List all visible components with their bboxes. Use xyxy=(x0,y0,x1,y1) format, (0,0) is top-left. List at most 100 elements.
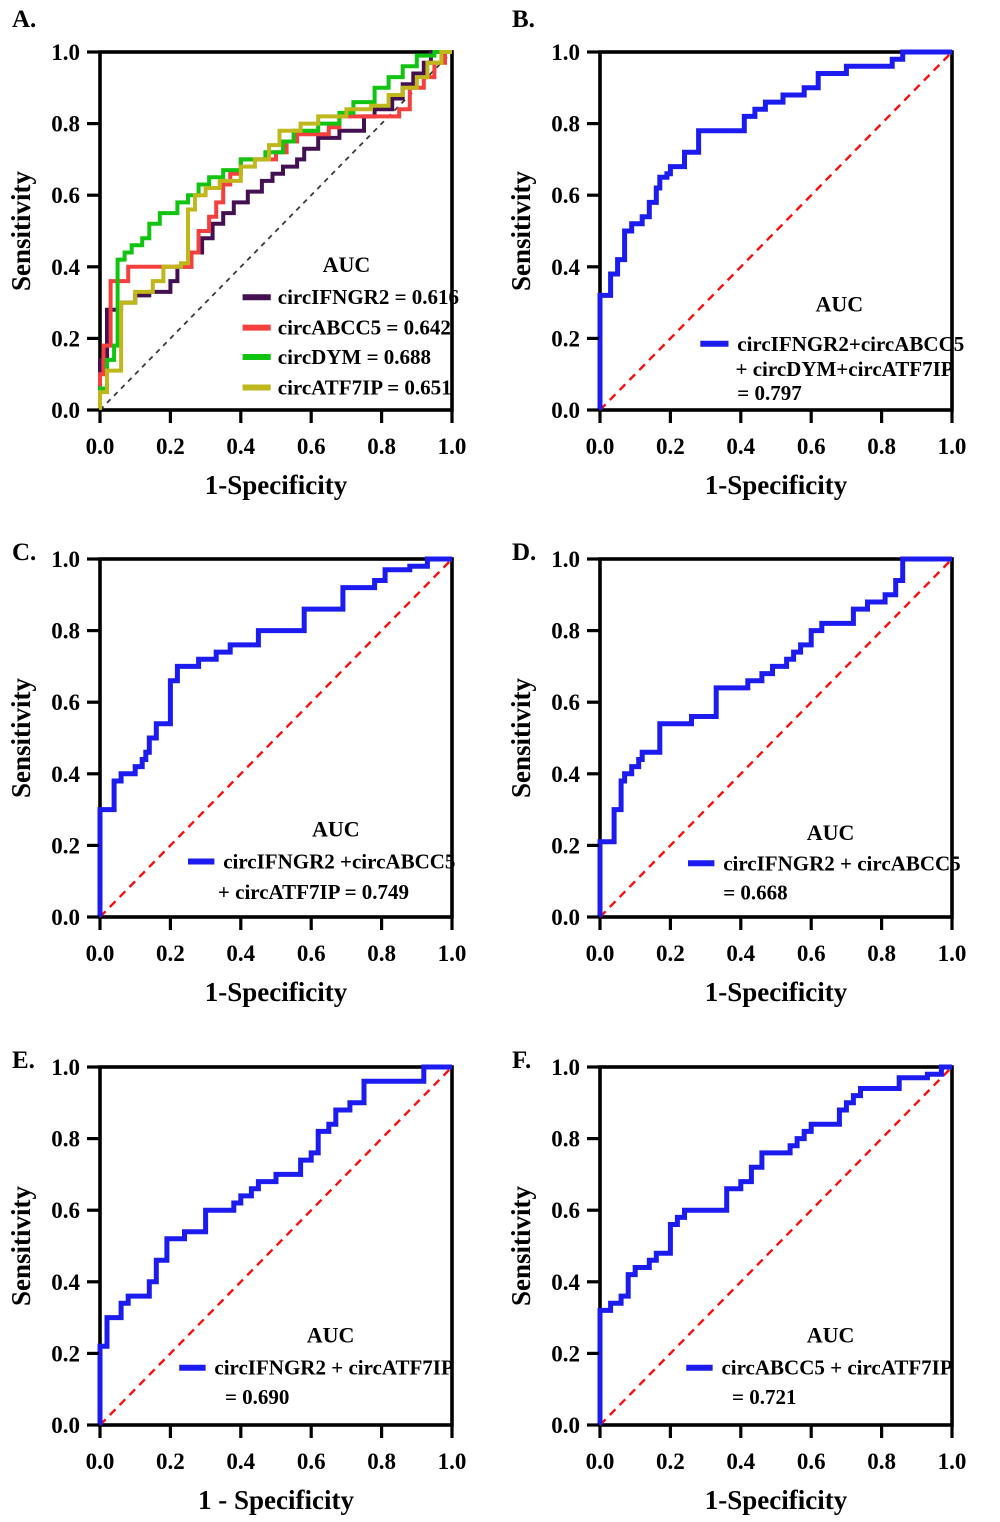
x-axis-title: 1-Specificity xyxy=(705,1485,848,1515)
panel-letter-d: D. xyxy=(512,539,537,566)
y-tick-label: 0.6 xyxy=(551,183,580,208)
roc-panel-b: B. 0.0 0.2 0.4 0.6 0.8 1.0 0.0 0.2 0.4 0.6 0.8 1.0 1… xyxy=(500,0,1000,507)
y-tick-label: 0.2 xyxy=(551,326,580,351)
legend-entry-label: circDYM = 0.688 xyxy=(278,345,431,369)
x-tick-label: 0.6 xyxy=(797,434,826,459)
legend-entry-label: circATF7IP = 0.651 xyxy=(278,375,452,399)
x-tick-label: 0.4 xyxy=(726,1449,755,1474)
roc-chart-a: 0.0 0.2 0.4 0.6 0.8 1.0 0.0 0.2 0.4 0.6 0.8 1.0 1-Sp… xyxy=(6,40,466,500)
x-tick-label: 0.2 xyxy=(656,1449,685,1474)
x-tick-label: 0.2 xyxy=(156,941,185,966)
y-axis-title: Sensitivity xyxy=(6,677,36,798)
x-axis-title: 1-Specificity xyxy=(205,470,348,500)
y-tick-label: 1.0 xyxy=(51,1055,80,1080)
x-tick-label: 0.8 xyxy=(367,1449,396,1474)
x-tick-label: 1.0 xyxy=(938,434,967,459)
roc-chart-e: 0.0 0.2 0.4 0.6 0.8 1.0 0.0 0.2 0.4 0.6 0.8 1.0 1 - … xyxy=(6,1055,466,1515)
legend-title: AUC xyxy=(807,820,855,845)
y-tick-label: 1.0 xyxy=(51,547,80,572)
y-tick-label: 0.8 xyxy=(551,619,580,644)
legend-entry-label: + circDYM+circATF7IP xyxy=(736,357,954,381)
legend-title: AUC xyxy=(807,1323,855,1348)
roc-panel-d: D. 0.0 0.2 0.4 0.6 0.8 1.0 0.0 0.2 0.4 0.6 0.8 1.0 1… xyxy=(500,507,1000,1015)
y-tick-label: 0.8 xyxy=(551,112,580,137)
roc-chart-f: 0.0 0.2 0.4 0.6 0.8 1.0 0.0 0.2 0.4 0.6 0.8 1.0 1-Sp… xyxy=(506,1055,966,1515)
y-tick-label: 0.4 xyxy=(551,255,580,280)
x-tick-label: 0.2 xyxy=(156,1449,185,1474)
roc-curve-circIFNGR2+circABCC5+circDYM+circATF7IP xyxy=(597,49,952,410)
x-tick-label: 0.8 xyxy=(367,434,396,459)
y-tick-label: 0.6 xyxy=(51,1198,80,1223)
y-axis-title: Sensitivity xyxy=(6,170,36,291)
legend-entry-label: circIFNGR2+circABCC5 xyxy=(737,332,964,356)
x-tick-label: 0.0 xyxy=(86,434,115,459)
y-tick-label: 0.2 xyxy=(551,833,580,858)
panel-letter-a: A. xyxy=(12,6,37,33)
x-axis-title: 1 - Specificity xyxy=(198,1485,354,1515)
y-tick-label: 0.8 xyxy=(51,1127,80,1152)
legend-entry-label: circIFNGR2 = 0.616 xyxy=(278,285,459,309)
y-tick-label: 0.4 xyxy=(551,1270,580,1295)
x-axis-title: 1-Specificity xyxy=(205,977,348,1007)
legend-entry-label: circABCC5 + circATF7IP xyxy=(721,1356,952,1380)
y-tick-label: 0.4 xyxy=(51,1270,80,1295)
panel-letter-b: B. xyxy=(512,6,535,33)
y-tick-label: 0.2 xyxy=(51,833,80,858)
axes-box xyxy=(98,1065,454,1427)
y-axis-title: Sensitivity xyxy=(506,1185,536,1306)
x-tick-label: 0.2 xyxy=(656,434,685,459)
x-tick-label: 0.4 xyxy=(226,434,255,459)
legend-entry-label: + circATF7IP = 0.749 xyxy=(218,880,409,904)
panel-letter-f: F. xyxy=(512,1047,532,1074)
legend-entry-label: = 0.721 xyxy=(732,1385,796,1409)
roc-panel-c: C. 0.0 0.2 0.4 0.6 0.8 1.0 0.0 0.2 0.4 0.6 0.8 1.0 1… xyxy=(0,507,500,1015)
axes-box xyxy=(598,557,954,919)
x-tick-label: 0.8 xyxy=(867,434,896,459)
y-tick-label: 0.4 xyxy=(51,255,80,280)
axes-box xyxy=(98,557,454,919)
legend-entry-label: circIFNGR2 + circABCC5 xyxy=(723,851,960,875)
roc-curve-circIFNGR2+circATF7IP xyxy=(97,1064,452,1425)
x-tick-label: 1.0 xyxy=(938,941,967,966)
x-tick-label: 0.2 xyxy=(656,941,685,966)
y-axis-title: Sensitivity xyxy=(506,170,536,291)
legend-entry-label: circIFNGR2 + circATF7IP xyxy=(214,1356,454,1380)
y-tick-label: 0.8 xyxy=(51,112,80,137)
y-tick-label: 0.0 xyxy=(51,398,80,423)
y-tick-label: 0.2 xyxy=(551,1341,580,1366)
x-tick-label: 0.8 xyxy=(367,941,396,966)
roc-curve-circATF7IP xyxy=(98,50,452,410)
y-tick-label: 1.0 xyxy=(551,40,580,65)
x-tick-label: 0.8 xyxy=(867,1449,896,1474)
panel-letter-e: E. xyxy=(12,1047,35,1074)
y-tick-label: 1.0 xyxy=(551,547,580,572)
y-tick-label: 1.0 xyxy=(551,1055,580,1080)
y-tick-label: 0.4 xyxy=(551,762,580,787)
x-tick-label: 0.0 xyxy=(586,434,615,459)
x-axis-title: 1-Specificity xyxy=(705,470,848,500)
legend-entry-label: = 0.797 xyxy=(737,381,801,405)
y-tick-label: 0.0 xyxy=(51,905,80,930)
x-tick-label: 0.4 xyxy=(226,941,255,966)
x-tick-label: 0.0 xyxy=(586,941,615,966)
legend-title: AUC xyxy=(323,252,371,277)
x-tick-label: 0.6 xyxy=(797,941,826,966)
legend-title: AUC xyxy=(816,291,864,316)
roc-chart-d: 0.0 0.2 0.4 0.6 0.8 1.0 0.0 0.2 0.4 0.6 0.8 1.0 1-Sp… xyxy=(506,547,967,1007)
chance-diagonal-line xyxy=(99,51,453,411)
x-tick-label: 0.8 xyxy=(867,941,896,966)
x-tick-label: 0.6 xyxy=(297,1449,326,1474)
panel-letter-c: C. xyxy=(12,539,37,566)
roc-curve-circIFNGR2+circABCC5+circATF7IP xyxy=(97,556,452,917)
y-tick-label: 0.8 xyxy=(51,619,80,644)
x-tick-label: 0.4 xyxy=(726,434,755,459)
roc-chart-b: 0.0 0.2 0.4 0.6 0.8 1.0 0.0 0.2 0.4 0.6 0.8 1.0 1-Sp… xyxy=(506,40,967,500)
roc-panel-e: E. 0.0 0.2 0.4 0.6 0.8 1.0 0.0 0.2 0.4 0.6 0.8 1.0 1… xyxy=(0,1015,500,1522)
y-tick-label: 0.6 xyxy=(51,183,80,208)
axes-box xyxy=(598,1065,954,1427)
y-tick-label: 0.8 xyxy=(551,1127,580,1152)
roc-curve-circIFNGR2+circABCC5 xyxy=(597,556,952,917)
roc-panel-f: F. 0.0 0.2 0.4 0.6 0.8 1.0 0.0 0.2 0.4 0.6 0.8 1.0 1… xyxy=(500,1015,1000,1522)
roc-panel-a: A. 0.0 0.2 0.4 0.6 0.8 1.0 0.0 0.2 0.4 0.6 0.8 1.0 1… xyxy=(0,0,500,507)
